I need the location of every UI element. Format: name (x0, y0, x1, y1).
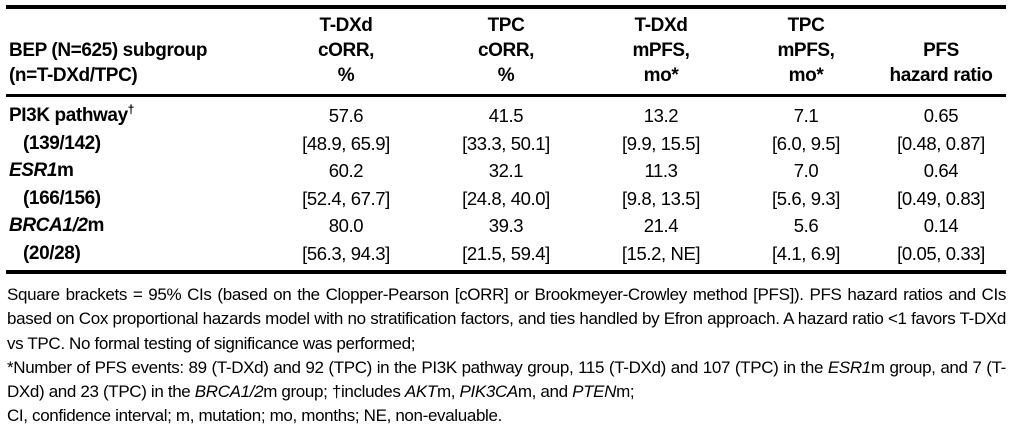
row-n-label: (139/142) (23, 132, 101, 154)
cell-ci: [5.6, 9.3] (772, 187, 840, 209)
header-tdxd-mpfs: T-DXd mPFS, mo* (586, 7, 736, 97)
cell-ci: [15.2, NE] (586, 239, 736, 274)
header-line: mo* (643, 65, 679, 86)
cell-value: 39.3 (488, 215, 524, 236)
cell-ci: [56.3, 94.3] (266, 239, 426, 274)
header-line: hazard ratio (889, 65, 993, 86)
row-label-pi3k: PI3K pathway† (9, 103, 134, 126)
header-subgroup-column: BEP (N=625) subgroup (n=T-DXd/TPC) (6, 7, 266, 97)
cell-value: 21.4 (643, 215, 679, 236)
header-line: T-DXd (319, 15, 373, 36)
header-line: TPC (487, 15, 525, 36)
table-row-ci: (20/28) [56.3, 94.3] [21.5, 59.4] [15.2,… (6, 239, 1006, 274)
footnote-abbreviations: CI, confidence interval; m, mutation; mo… (7, 406, 502, 426)
cell-ci: [9.8, 13.5] (622, 187, 700, 209)
cell-value: 57.6 (328, 105, 364, 126)
table-row-ci: (139/142) [48.9, 65.9] [33.3, 50.1] [9.9… (6, 130, 1006, 158)
table-row: PI3K pathway† 57.6 41.5 13.2 7.1 0.65 (6, 96, 1006, 130)
header-line: % (497, 65, 515, 86)
cell-value: 0.65 (923, 105, 959, 126)
header-line: % (337, 65, 355, 86)
footnotes: Square brackets = 95% CIs (based on the … (6, 283, 1006, 429)
cell-value: 7.1 (793, 105, 819, 126)
header-line: PFS (923, 40, 959, 61)
cell-ci: [0.48, 0.87] (897, 132, 985, 154)
cell-ci: [33.3, 50.1] (462, 132, 550, 154)
cell-ci: [21.5, 59.4] (426, 239, 586, 274)
subgroup-results-table: BEP (N=625) subgroup (n=T-DXd/TPC) T-DXd… (6, 5, 1006, 274)
header-tpc-corr: TPC cORR, % (426, 7, 586, 97)
cell-ci: [4.1, 6.9] (736, 239, 876, 274)
cell-ci: [48.9, 65.9] (302, 132, 390, 154)
header-line: (n=T-DXd/TPC) (9, 65, 138, 86)
cell-ci: [0.05, 0.33] (876, 239, 1006, 274)
cell-value: 13.2 (643, 105, 679, 126)
header-tpc-mpfs: TPC mPFS, mo* (736, 7, 876, 97)
header-pfs-hazard-ratio: PFS hazard ratio (876, 7, 1006, 97)
row-n-label: (166/156) (23, 187, 101, 209)
table-body: PI3K pathway† 57.6 41.5 13.2 7.1 0.65 (1… (6, 96, 1006, 274)
footnote-pfs-events: *Number of PFS events: 89 (T-DXd) and 92… (7, 357, 1006, 402)
cell-value: 32.1 (488, 160, 524, 181)
cell-value: 0.64 (923, 160, 959, 181)
header-tdxd-corr: T-DXd cORR, % (266, 7, 426, 97)
cell-value: 7.0 (793, 160, 819, 181)
row-n-label: (20/28) (6, 239, 266, 274)
header-line: TPC (787, 15, 825, 36)
cell-value: 11.3 (644, 160, 678, 181)
cell-ci: [6.0, 9.5] (772, 132, 840, 154)
header-row: BEP (N=625) subgroup (n=T-DXd/TPC) T-DXd… (6, 7, 1006, 97)
cell-value: 41.5 (488, 105, 524, 126)
table-header: BEP (N=625) subgroup (n=T-DXd/TPC) T-DXd… (6, 7, 1006, 97)
header-line: cORR, (477, 40, 535, 61)
cell-value: 80.0 (328, 215, 364, 236)
header-line: cORR, (317, 40, 375, 61)
cell-ci: [52.4, 67.7] (302, 187, 390, 209)
cell-value: 5.6 (793, 215, 819, 236)
header-line: mPFS, (777, 40, 835, 61)
header-line: mo* (788, 65, 824, 86)
header-line: mPFS, (632, 40, 690, 61)
header-line: T-DXd (634, 15, 688, 36)
cell-value: 0.14 (923, 215, 959, 236)
cell-ci: [0.49, 0.83] (897, 187, 985, 209)
table-row: ESR1m 60.2 32.1 11.3 7.0 0.64 (6, 157, 1006, 185)
table-row-ci: (166/156) [52.4, 67.7] [24.8, 40.0] [9.8… (6, 185, 1006, 213)
table-row: BRCA1/2m 80.0 39.3 21.4 5.6 0.14 (6, 212, 1006, 240)
header-line: BEP (N=625) subgroup (9, 40, 208, 61)
row-label-esr1m: ESR1m (9, 160, 74, 181)
cell-value: 60.2 (328, 160, 364, 181)
cell-ci: [24.8, 40.0] (462, 187, 550, 209)
cell-ci: [9.9, 15.5] (622, 132, 700, 154)
row-label-brca12m: BRCA1/2m (9, 215, 104, 236)
footnote-ci-methods: Square brackets = 95% CIs (based on the … (7, 285, 1006, 353)
